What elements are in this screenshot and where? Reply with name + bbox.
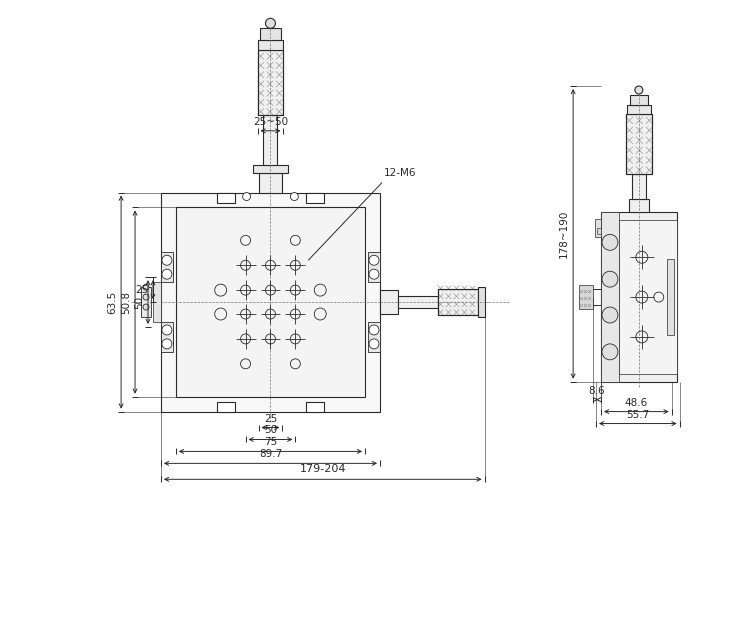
Bar xyxy=(217,402,235,412)
Text: 25: 25 xyxy=(136,285,149,295)
Text: 179-204: 179-204 xyxy=(299,464,346,475)
Bar xyxy=(597,229,601,234)
Bar xyxy=(306,402,324,412)
Circle shape xyxy=(143,284,149,290)
Text: 50.8: 50.8 xyxy=(121,290,131,313)
Text: 50: 50 xyxy=(264,426,277,436)
Bar xyxy=(257,50,284,115)
Bar xyxy=(380,290,398,314)
Bar xyxy=(632,174,646,199)
Circle shape xyxy=(290,192,298,201)
Bar xyxy=(257,40,284,50)
Circle shape xyxy=(602,234,618,250)
Bar xyxy=(601,213,619,382)
Circle shape xyxy=(162,255,172,265)
Bar xyxy=(257,50,284,115)
Circle shape xyxy=(143,304,149,310)
Bar xyxy=(263,115,278,165)
Bar xyxy=(153,282,161,322)
Bar xyxy=(161,192,380,412)
Bar xyxy=(629,199,649,213)
Bar xyxy=(630,95,648,105)
Bar xyxy=(368,252,380,282)
Text: 75: 75 xyxy=(264,438,277,447)
Bar xyxy=(141,287,151,317)
Text: 55.7: 55.7 xyxy=(626,410,650,420)
Bar xyxy=(478,287,484,317)
Bar xyxy=(306,192,324,203)
Bar xyxy=(259,173,283,192)
Circle shape xyxy=(602,344,618,360)
Bar xyxy=(667,259,674,335)
Circle shape xyxy=(369,325,379,335)
Bar xyxy=(260,28,281,40)
Bar xyxy=(161,322,173,352)
Bar xyxy=(619,220,676,374)
Bar xyxy=(438,289,478,315)
Bar xyxy=(626,114,652,174)
Bar xyxy=(601,213,676,382)
Circle shape xyxy=(162,325,172,335)
Text: 48.6: 48.6 xyxy=(625,397,648,408)
Text: 8.6: 8.6 xyxy=(589,385,605,396)
Circle shape xyxy=(369,269,379,279)
Circle shape xyxy=(602,307,618,323)
Bar xyxy=(595,219,601,238)
Bar xyxy=(438,289,478,315)
Circle shape xyxy=(602,271,618,287)
Bar xyxy=(176,208,365,397)
Circle shape xyxy=(634,86,643,94)
Circle shape xyxy=(162,269,172,279)
Circle shape xyxy=(369,255,379,265)
Text: 178~190: 178~190 xyxy=(560,210,569,258)
Text: 12-M6: 12-M6 xyxy=(384,168,416,178)
Bar xyxy=(579,285,593,309)
Text: 63.5: 63.5 xyxy=(107,290,117,313)
Bar xyxy=(627,105,651,114)
Text: 25: 25 xyxy=(264,413,277,424)
Circle shape xyxy=(266,18,275,28)
Text: 89.7: 89.7 xyxy=(259,449,282,459)
Bar xyxy=(253,165,289,173)
Bar xyxy=(398,296,438,308)
Circle shape xyxy=(162,339,172,349)
Circle shape xyxy=(369,339,379,349)
Circle shape xyxy=(143,294,149,300)
Text: 50: 50 xyxy=(134,296,144,309)
Text: 25~50: 25~50 xyxy=(253,117,288,127)
Bar xyxy=(626,114,652,174)
Bar xyxy=(161,252,173,282)
Circle shape xyxy=(242,192,250,201)
Bar xyxy=(368,322,380,352)
Bar xyxy=(217,192,235,203)
